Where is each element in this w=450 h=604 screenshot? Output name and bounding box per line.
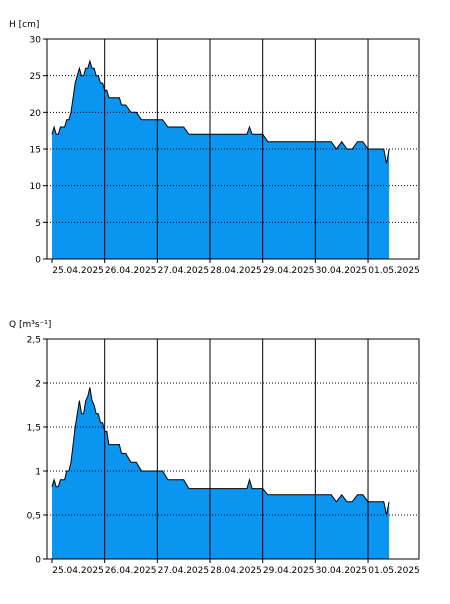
- x-tick-label: 29.04.2025: [263, 266, 315, 276]
- x-tick-label: 27.04.2025: [158, 266, 210, 276]
- y-tick-label: 2: [35, 380, 41, 390]
- y-tick-label: 20: [30, 109, 42, 119]
- plot-frame: [46, 338, 420, 560]
- y-tick-label: 0: [35, 256, 41, 266]
- x-tick-label: 29.04.2025: [263, 566, 315, 576]
- x-tick-label: 28.04.2025: [210, 566, 262, 576]
- y-tick-label: 15: [30, 146, 41, 156]
- x-tick-label: 27.04.2025: [158, 566, 210, 576]
- x-tick-label: 25.04.2025: [52, 266, 104, 276]
- y-tick-label: 10: [30, 182, 42, 192]
- y-tick-label: 1,5: [27, 424, 41, 434]
- x-tick-label: 01.05.2025: [368, 566, 420, 576]
- series-area: [52, 387, 390, 559]
- y-tick-label: 1: [35, 468, 41, 478]
- y-axis-label: Q [m³s⁻¹]: [9, 320, 51, 330]
- x-tick-label: 30.04.2025: [316, 566, 368, 576]
- chart-panel-1: 0 5 10 15 20 25 30 25.04.2025 26.04.2025 27.04.20…: [9, 20, 420, 276]
- y-tick-label: 2,5: [27, 336, 41, 346]
- y-tick-label: 25: [30, 72, 41, 82]
- chart-panel-2: 0 0,5 1 1,5 2 2,5 25.04.2025 26.04.2025 27.04.20…: [9, 320, 420, 576]
- y-axis-label: H [cm]: [9, 20, 39, 30]
- y-tick-label: 5: [35, 219, 41, 229]
- x-tick-label: 26.04.2025: [105, 266, 157, 276]
- series-area: [52, 61, 390, 259]
- x-tick-label: 30.04.2025: [316, 266, 368, 276]
- y-tick-label: 0: [35, 556, 41, 566]
- x-tick-label: 26.04.2025: [105, 566, 157, 576]
- x-tick-label: 28.04.2025: [210, 266, 262, 276]
- x-tick-label: 25.04.2025: [52, 566, 104, 576]
- x-tick-label: 01.05.2025: [368, 266, 420, 276]
- y-tick-label: 0,5: [27, 512, 41, 522]
- y-tick-label: 30: [30, 36, 42, 46]
